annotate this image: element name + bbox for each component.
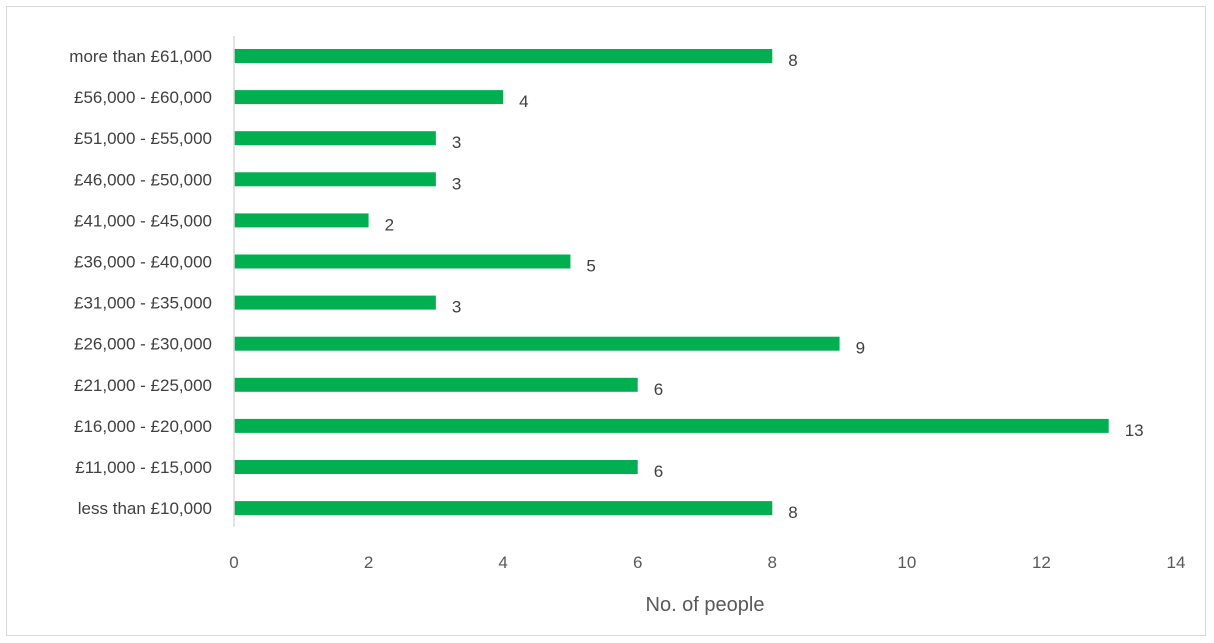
bar — [234, 172, 436, 187]
x-tick-label: 8 — [768, 553, 777, 572]
category-label: £31,000 - £35,000 — [74, 294, 212, 313]
category-label: £21,000 - £25,000 — [74, 376, 212, 395]
category-label: £36,000 - £40,000 — [74, 253, 212, 272]
data-label: 6 — [654, 462, 663, 481]
data-labels: 8 6 13 6 9 3 5 2 3 3 4 8 — [385, 51, 1144, 522]
bar — [234, 460, 638, 474]
income-bar-chart: less than £10,000 £11,000 - £15,000 £16,00… — [69, 36, 1185, 616]
category-label: £41,000 - £45,000 — [74, 211, 212, 230]
bar — [234, 49, 773, 63]
category-label: £16,000 - £20,000 — [74, 417, 212, 436]
data-label: 4 — [519, 92, 528, 111]
bar — [234, 418, 1109, 433]
x-axis-title: No. of people — [646, 594, 765, 616]
data-label: 3 — [452, 133, 461, 152]
x-tick-label: 10 — [897, 553, 916, 572]
x-tick-label: 12 — [1032, 553, 1051, 572]
chart-frame: less than £10,000 £11,000 - £15,000 £16,00… — [6, 6, 1206, 636]
category-label: less than £10,000 — [78, 499, 212, 518]
category-label: more than £61,000 — [69, 47, 212, 66]
x-tick-label: 0 — [229, 553, 238, 572]
data-label: 8 — [788, 503, 797, 522]
bar — [234, 254, 571, 269]
x-tick-labels: 0 2 4 6 8 10 12 14 — [229, 553, 1185, 572]
data-label: 8 — [788, 51, 797, 70]
bar — [234, 377, 638, 392]
data-label: 3 — [452, 298, 461, 317]
data-label: 3 — [452, 174, 461, 193]
x-tick-label: 6 — [633, 553, 642, 572]
category-label: £51,000 - £55,000 — [74, 129, 212, 148]
x-tick-label: 2 — [364, 553, 373, 572]
bar — [234, 336, 840, 351]
data-label: 2 — [385, 215, 394, 234]
data-label: 5 — [586, 257, 595, 276]
category-label: £46,000 - £50,000 — [74, 170, 212, 189]
category-labels: less than £10,000 £11,000 - £15,000 £16,00… — [69, 47, 212, 518]
category-label: £56,000 - £60,000 — [74, 88, 212, 107]
x-tick-label: 14 — [1167, 553, 1186, 572]
bars-layer — [234, 49, 1109, 516]
category-label: £26,000 - £30,000 — [74, 335, 212, 354]
data-label: 6 — [654, 380, 663, 399]
data-label: 9 — [856, 339, 865, 358]
bar — [234, 501, 773, 516]
bar — [234, 295, 436, 310]
bar — [234, 90, 504, 105]
bar — [234, 131, 436, 146]
category-label: £11,000 - £15,000 — [75, 458, 212, 477]
bar — [234, 213, 369, 228]
x-tick-label: 4 — [498, 553, 507, 572]
data-label: 13 — [1125, 421, 1144, 440]
